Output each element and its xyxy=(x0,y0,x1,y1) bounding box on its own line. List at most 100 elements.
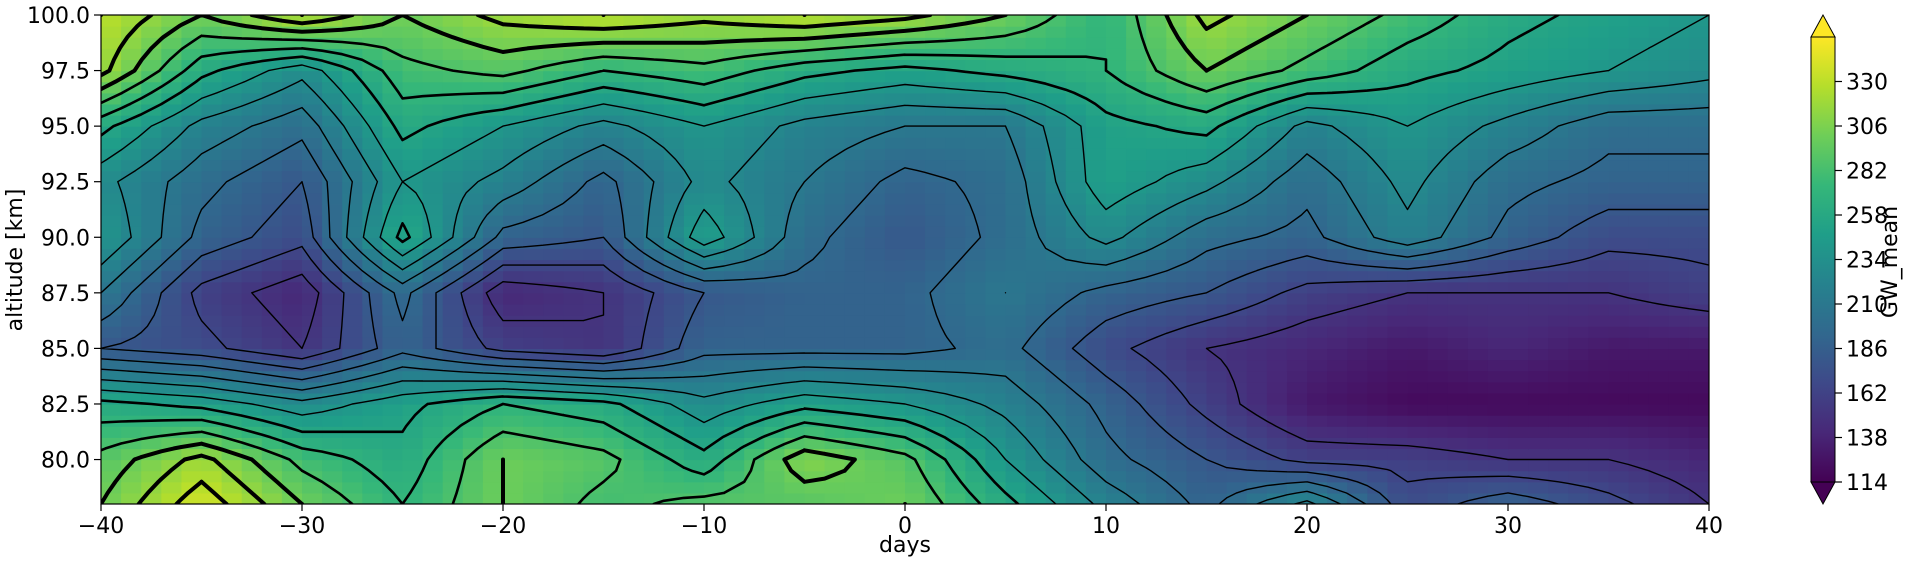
heatmap-cell xyxy=(784,15,806,27)
heatmap-cell xyxy=(1126,459,1147,472)
heatmap-cell xyxy=(1005,181,1027,194)
heatmap-cell xyxy=(342,81,363,94)
heatmap-cell xyxy=(1126,437,1147,450)
plot-area xyxy=(100,14,1710,505)
heatmap-cell xyxy=(603,115,625,127)
heatmap-cell xyxy=(1608,237,1630,249)
heatmap-cell xyxy=(1387,415,1409,427)
heatmap-cell xyxy=(1628,270,1650,283)
heatmap-cell xyxy=(1246,126,1268,138)
heatmap-cell xyxy=(161,15,182,27)
heatmap-cell xyxy=(1126,192,1147,205)
heatmap-cell xyxy=(563,137,584,149)
heatmap-cell xyxy=(322,437,343,450)
heatmap-cell xyxy=(1246,403,1268,416)
heatmap-cell xyxy=(804,426,826,438)
heatmap-cell xyxy=(382,226,404,238)
heatmap-cell xyxy=(1085,470,1107,483)
heatmap-cell xyxy=(1608,248,1630,261)
heatmap-cell xyxy=(302,81,323,94)
heatmap-cell xyxy=(1025,237,1047,249)
heatmap-cell xyxy=(1367,226,1388,238)
heatmap-cell xyxy=(844,92,866,105)
heatmap-cell xyxy=(302,326,323,338)
heatmap-cell xyxy=(744,448,765,461)
heatmap-cell xyxy=(141,126,162,138)
heatmap-cell xyxy=(1427,381,1449,394)
heatmap-cell xyxy=(563,403,584,416)
heatmap-cell xyxy=(402,237,424,249)
heatmap-cell xyxy=(1447,259,1469,272)
heatmap-cell xyxy=(965,315,986,327)
heatmap-cell xyxy=(1407,26,1429,38)
heatmap-cell xyxy=(1407,48,1429,61)
heatmap-cell xyxy=(523,348,544,361)
heatmap-cell xyxy=(1688,403,1709,416)
heatmap-cell xyxy=(181,103,203,116)
heatmap-cell xyxy=(1327,237,1348,249)
heatmap-cell xyxy=(1508,270,1529,283)
heatmap-cell xyxy=(161,192,182,205)
heatmap-cell xyxy=(583,26,605,38)
heatmap-cell xyxy=(603,448,625,461)
heatmap-cell xyxy=(643,392,665,405)
heatmap-cell xyxy=(1266,215,1288,227)
heatmap-cell xyxy=(422,270,444,283)
heatmap-cell xyxy=(1307,392,1328,405)
heatmap-cell xyxy=(1146,492,1167,504)
heatmap-cell xyxy=(442,381,464,394)
heatmap-cell xyxy=(1266,348,1288,361)
heatmap-cell xyxy=(1688,181,1709,194)
heatmap-cell xyxy=(221,226,243,238)
heatmap-cell xyxy=(161,281,182,294)
heatmap-cell xyxy=(382,403,404,416)
heatmap-cell xyxy=(281,348,303,361)
heatmap-cell xyxy=(844,159,866,172)
heatmap-cell xyxy=(1467,92,1489,105)
heatmap-cell xyxy=(523,203,544,216)
heatmap-cell xyxy=(804,303,826,316)
heatmap-cell xyxy=(643,159,665,172)
heatmap-cell xyxy=(1548,248,1569,261)
heatmap-cell xyxy=(965,81,986,94)
heatmap-cell xyxy=(543,248,564,261)
heatmap-cell xyxy=(181,248,203,261)
heatmap-cell xyxy=(905,470,926,483)
heatmap-cell xyxy=(181,403,203,416)
heatmap-cell xyxy=(201,315,223,327)
heatmap-cell xyxy=(1648,381,1670,394)
heatmap-cell xyxy=(181,181,203,194)
heatmap-cell xyxy=(342,326,363,338)
heatmap-cell xyxy=(302,237,323,249)
heatmap-cell xyxy=(1045,26,1067,38)
heatmap-cell xyxy=(261,315,283,327)
heatmap-cell xyxy=(181,192,203,205)
heatmap-cell xyxy=(201,226,223,238)
heatmap-cell xyxy=(1548,337,1569,350)
heatmap-cell xyxy=(744,270,765,283)
heatmap-cell xyxy=(161,426,182,438)
heatmap-cell xyxy=(1146,437,1167,450)
heatmap-cell xyxy=(1126,26,1147,38)
heatmap-cell xyxy=(1508,492,1529,504)
heatmap-cell xyxy=(724,381,745,394)
heatmap-cell xyxy=(1246,159,1268,172)
heatmap-cell xyxy=(1487,303,1509,316)
heatmap-cell xyxy=(503,492,524,504)
heatmap-cell xyxy=(1307,270,1328,283)
heatmap-cell xyxy=(1166,148,1187,161)
heatmap-cell xyxy=(744,481,765,494)
heatmap-cell xyxy=(1226,126,1248,138)
heatmap-cell xyxy=(683,26,705,38)
heatmap-cell xyxy=(101,159,122,172)
heatmap-cell xyxy=(1106,315,1127,327)
heatmap-cell xyxy=(945,181,966,194)
heatmap-cell xyxy=(1266,37,1288,49)
heatmap-cell xyxy=(1045,303,1067,316)
heatmap-cell xyxy=(663,448,685,461)
heatmap-cell xyxy=(523,248,544,261)
heatmap-cell xyxy=(1588,315,1610,327)
heatmap-cell xyxy=(221,303,243,316)
heatmap-cell xyxy=(1085,259,1107,272)
heatmap-cell xyxy=(1407,281,1429,294)
